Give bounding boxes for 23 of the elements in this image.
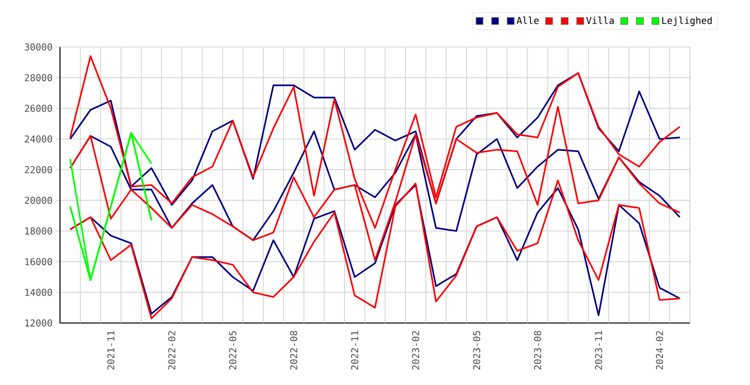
y-tick-label: 20000: [24, 196, 52, 204]
legend-label: Alle: [516, 16, 539, 24]
y-tick-label: 16000: [25, 258, 52, 266]
x-tick-label: 2023-02: [412, 331, 420, 370]
x-tick-label: 2021-11: [107, 330, 114, 370]
x-tick-label: 2024-02: [656, 331, 664, 370]
x-tick-label: 2022-11: [351, 330, 358, 370]
y-tick-label: 22000: [24, 166, 52, 174]
x-tick-label: 2023-08: [534, 330, 542, 370]
x-tick-label: 2022-02: [168, 331, 176, 370]
y-tick-label: 18000: [25, 227, 52, 235]
y-tick-label: 28000: [24, 74, 52, 82]
x-tick-label: 2022-05: [229, 331, 236, 370]
legend-label: Lejlighed: [662, 16, 712, 26]
x-tick-label: 2023-11: [594, 330, 602, 370]
y-tick-label: 12000: [25, 319, 52, 327]
y-tick-label: 14000: [25, 288, 52, 296]
y-tick-label: 26000: [24, 104, 52, 112]
x-tick-label: 2023-05: [473, 331, 480, 370]
x-tick-label: 2022-08: [290, 330, 298, 370]
y-tick-label: 24000: [24, 135, 52, 143]
y-tick-label: 30000: [24, 43, 52, 51]
legend-label: Villa: [586, 16, 614, 24]
